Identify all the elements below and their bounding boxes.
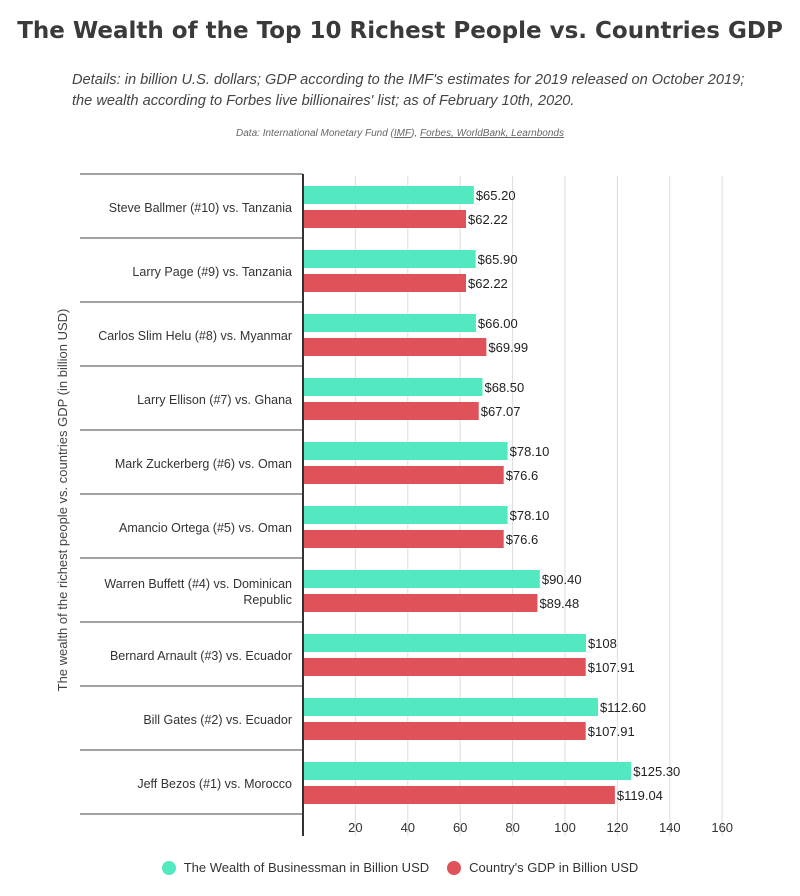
bar-gdp: [303, 786, 615, 804]
bar-gdp: [303, 338, 487, 356]
data-label-wealth: $68.50: [484, 380, 524, 395]
data-label-gdp: $62.22: [468, 276, 508, 291]
x-tick-label: 60: [453, 820, 467, 835]
source-mid: ),: [411, 128, 420, 139]
bar-gdp: [303, 722, 586, 740]
source-link-imf[interactable]: IMF: [393, 128, 412, 139]
x-tick-label: 100: [554, 820, 576, 835]
bar-wealth: [303, 762, 632, 780]
bar-wealth: [303, 250, 476, 268]
bar-wealth: [303, 442, 508, 460]
chart-subtitle: Details: in billion U.S. dollars; GDP ac…: [72, 72, 745, 109]
x-tick-label: 140: [659, 820, 681, 835]
data-label-gdp: $62.22: [468, 212, 508, 227]
data-label-gdp: $119.04: [617, 788, 663, 803]
bar-gdp: [303, 210, 467, 228]
data-label-gdp: $76.6: [506, 532, 539, 547]
x-tick-label: 40: [401, 820, 415, 835]
bar-gdp: [303, 594, 538, 612]
x-tick-label: 160: [711, 820, 733, 835]
legend-marker-gdp: [447, 860, 462, 875]
category-label: Amancio Ortega (#5) vs. Oman: [119, 521, 292, 535]
category-label: Bernard Arnault (#3) vs. Ecuador: [110, 649, 292, 663]
legend: The Wealth of Businessman in Billion USD…: [0, 860, 800, 875]
category-label: Mark Zuckerberg (#6) vs. Oman: [115, 457, 292, 471]
category-label: Larry Page (#9) vs. Tanzania: [132, 265, 292, 279]
data-source: Data: International Monetary Fund (IMF),…: [0, 128, 800, 139]
data-label-wealth: $112.60: [600, 700, 646, 715]
legend-label-gdp: Country's GDP in Billion USD: [469, 860, 639, 875]
bar-gdp: [303, 402, 479, 420]
data-label-wealth: $78.10: [510, 444, 550, 459]
data-label-gdp: $67.07: [481, 404, 521, 419]
x-tick-label: 80: [505, 820, 519, 835]
category-label: Warren Buffett (#4) vs. Dominican: [104, 577, 292, 591]
source-prefix: Data: International Monetary Fund (: [236, 128, 394, 139]
data-label-gdp: $89.48: [539, 596, 579, 611]
bar-wealth: [303, 314, 476, 332]
data-label-wealth: $108: [588, 636, 617, 651]
x-tick-label: 20: [348, 820, 362, 835]
data-label-wealth: $90.40: [542, 572, 582, 587]
bar-wealth: [303, 506, 508, 524]
legend-marker-wealth: [161, 860, 176, 875]
bar-wealth: [303, 378, 483, 396]
bar-gdp: [303, 466, 504, 484]
data-label-wealth: $78.10: [510, 508, 550, 523]
bar-wealth: [303, 186, 474, 204]
legend-item-wealth[interactable]: The Wealth of Businessman in Billion USD: [161, 860, 430, 875]
legend-item-gdp[interactable]: Country's GDP in Billion USD: [447, 860, 638, 875]
data-label-wealth: $125.30: [633, 764, 680, 779]
data-label-gdp: $76.6: [506, 468, 539, 483]
bar-gdp: [303, 658, 586, 676]
category-label: Carlos Slim Helu (#8) vs. Myanmar: [98, 329, 292, 343]
category-label: Bill Gates (#2) vs. Ecuador: [143, 713, 292, 727]
data-label-wealth: $65.20: [476, 188, 516, 203]
x-tick-label: 120: [607, 820, 629, 835]
data-label-wealth: $66.00: [478, 316, 518, 331]
bar-wealth: [303, 570, 540, 588]
category-label: Steve Ballmer (#10) vs. Tanzania: [109, 201, 292, 215]
source-links[interactable]: Forbes, WorldBank, Learnbonds: [420, 128, 564, 139]
bar-gdp: [303, 530, 504, 548]
data-label-gdp: $69.99: [488, 340, 528, 355]
category-label: Larry Ellison (#7) vs. Ghana: [137, 393, 292, 407]
bar-wealth: [303, 634, 586, 652]
data-label-wealth: $65.90: [478, 252, 518, 267]
category-label: Jeff Bezos (#1) vs. Morocco: [137, 777, 292, 791]
category-label: Republic: [243, 593, 292, 607]
y-axis-title: The wealth of the richest people vs. cou…: [55, 309, 70, 692]
chart-title: The Wealth of the Top 10 Richest People …: [17, 18, 783, 44]
bar-wealth: [303, 698, 599, 716]
legend-label-wealth: The Wealth of Businessman in Billion USD: [183, 860, 430, 875]
data-label-gdp: $107.91: [588, 724, 635, 739]
data-label-gdp: $107.91: [588, 660, 635, 675]
bar-gdp: [303, 274, 467, 292]
